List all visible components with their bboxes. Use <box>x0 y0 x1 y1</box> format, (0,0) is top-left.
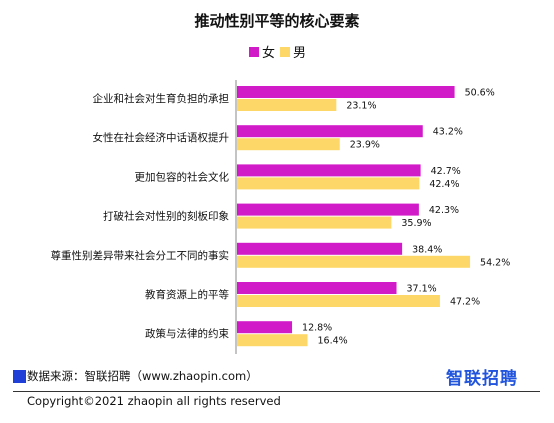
value-label-male: 35.9% <box>401 218 431 229</box>
legend-label-male: 男 <box>293 46 306 61</box>
value-label-female: 42.3% <box>429 205 459 216</box>
value-label-female: 43.2% <box>433 127 463 138</box>
value-label-female: 50.6% <box>465 88 495 99</box>
brand-logo: 智联招聘 <box>446 369 518 389</box>
bar-female <box>237 86 455 98</box>
value-label-female: 42.7% <box>431 166 461 177</box>
value-label-female: 12.8% <box>302 323 332 334</box>
source-text: 数据来源：智联招聘（www.zhaopin.com） <box>27 369 258 383</box>
category-label: 女性在社会经济中话语权提升 <box>93 131 230 144</box>
legend: 女 男 <box>249 45 306 61</box>
bar-female <box>237 164 421 177</box>
value-label-male: 23.1% <box>346 101 376 112</box>
bar-male <box>237 177 420 190</box>
category-label: 政策与法律的约束 <box>145 327 229 340</box>
value-label-male: 23.9% <box>350 140 380 151</box>
value-labels: 50.6% 23.1% 43.2% 23.9% 42.7% 42.4% 42.3% 35.9%… <box>302 88 510 347</box>
category-label: 教育资源上的平等 <box>145 288 229 301</box>
category-label: 更加包容的社会文化 <box>135 170 230 183</box>
bars <box>237 86 471 347</box>
value-label-male: 47.2% <box>450 297 480 308</box>
legend-swatch-female <box>249 47 259 57</box>
bar-female <box>237 203 419 216</box>
bar-female <box>237 242 403 255</box>
bar-female <box>237 282 397 294</box>
bar-male <box>237 334 308 347</box>
category-label: 企业和社会对生育负担的承担 <box>93 92 230 105</box>
value-label-female: 38.4% <box>412 244 442 255</box>
bar-male <box>237 255 471 268</box>
footer-divider <box>13 391 540 392</box>
value-label-male: 16.4% <box>318 336 348 347</box>
bar-male <box>237 99 337 111</box>
legend-label-female: 女 <box>262 45 275 61</box>
chart-title: 推动性别平等的核心要素 <box>194 12 359 30</box>
bar-female <box>237 321 293 334</box>
value-label-male: 54.2% <box>480 257 510 268</box>
value-label-male: 42.4% <box>429 179 459 190</box>
category-label: 尊重性别差异带来社会分工不同的事实 <box>51 249 230 262</box>
bar-female <box>237 125 423 138</box>
bar-male <box>237 216 392 229</box>
value-label-female: 37.1% <box>407 284 437 295</box>
source-marker <box>13 370 26 383</box>
legend-swatch-male <box>280 47 290 57</box>
category-label: 打破社会对性别的刻板印象 <box>103 210 229 223</box>
copyright-text: Copyright©2021 zhaopin all rights reserv… <box>27 394 281 408</box>
bar-male <box>237 138 340 151</box>
bar-male <box>237 295 440 307</box>
category-labels: 企业和社会对生育负担的承担女性在社会经济中话语权提升更加包容的社会文化打破社会对… <box>51 92 230 340</box>
